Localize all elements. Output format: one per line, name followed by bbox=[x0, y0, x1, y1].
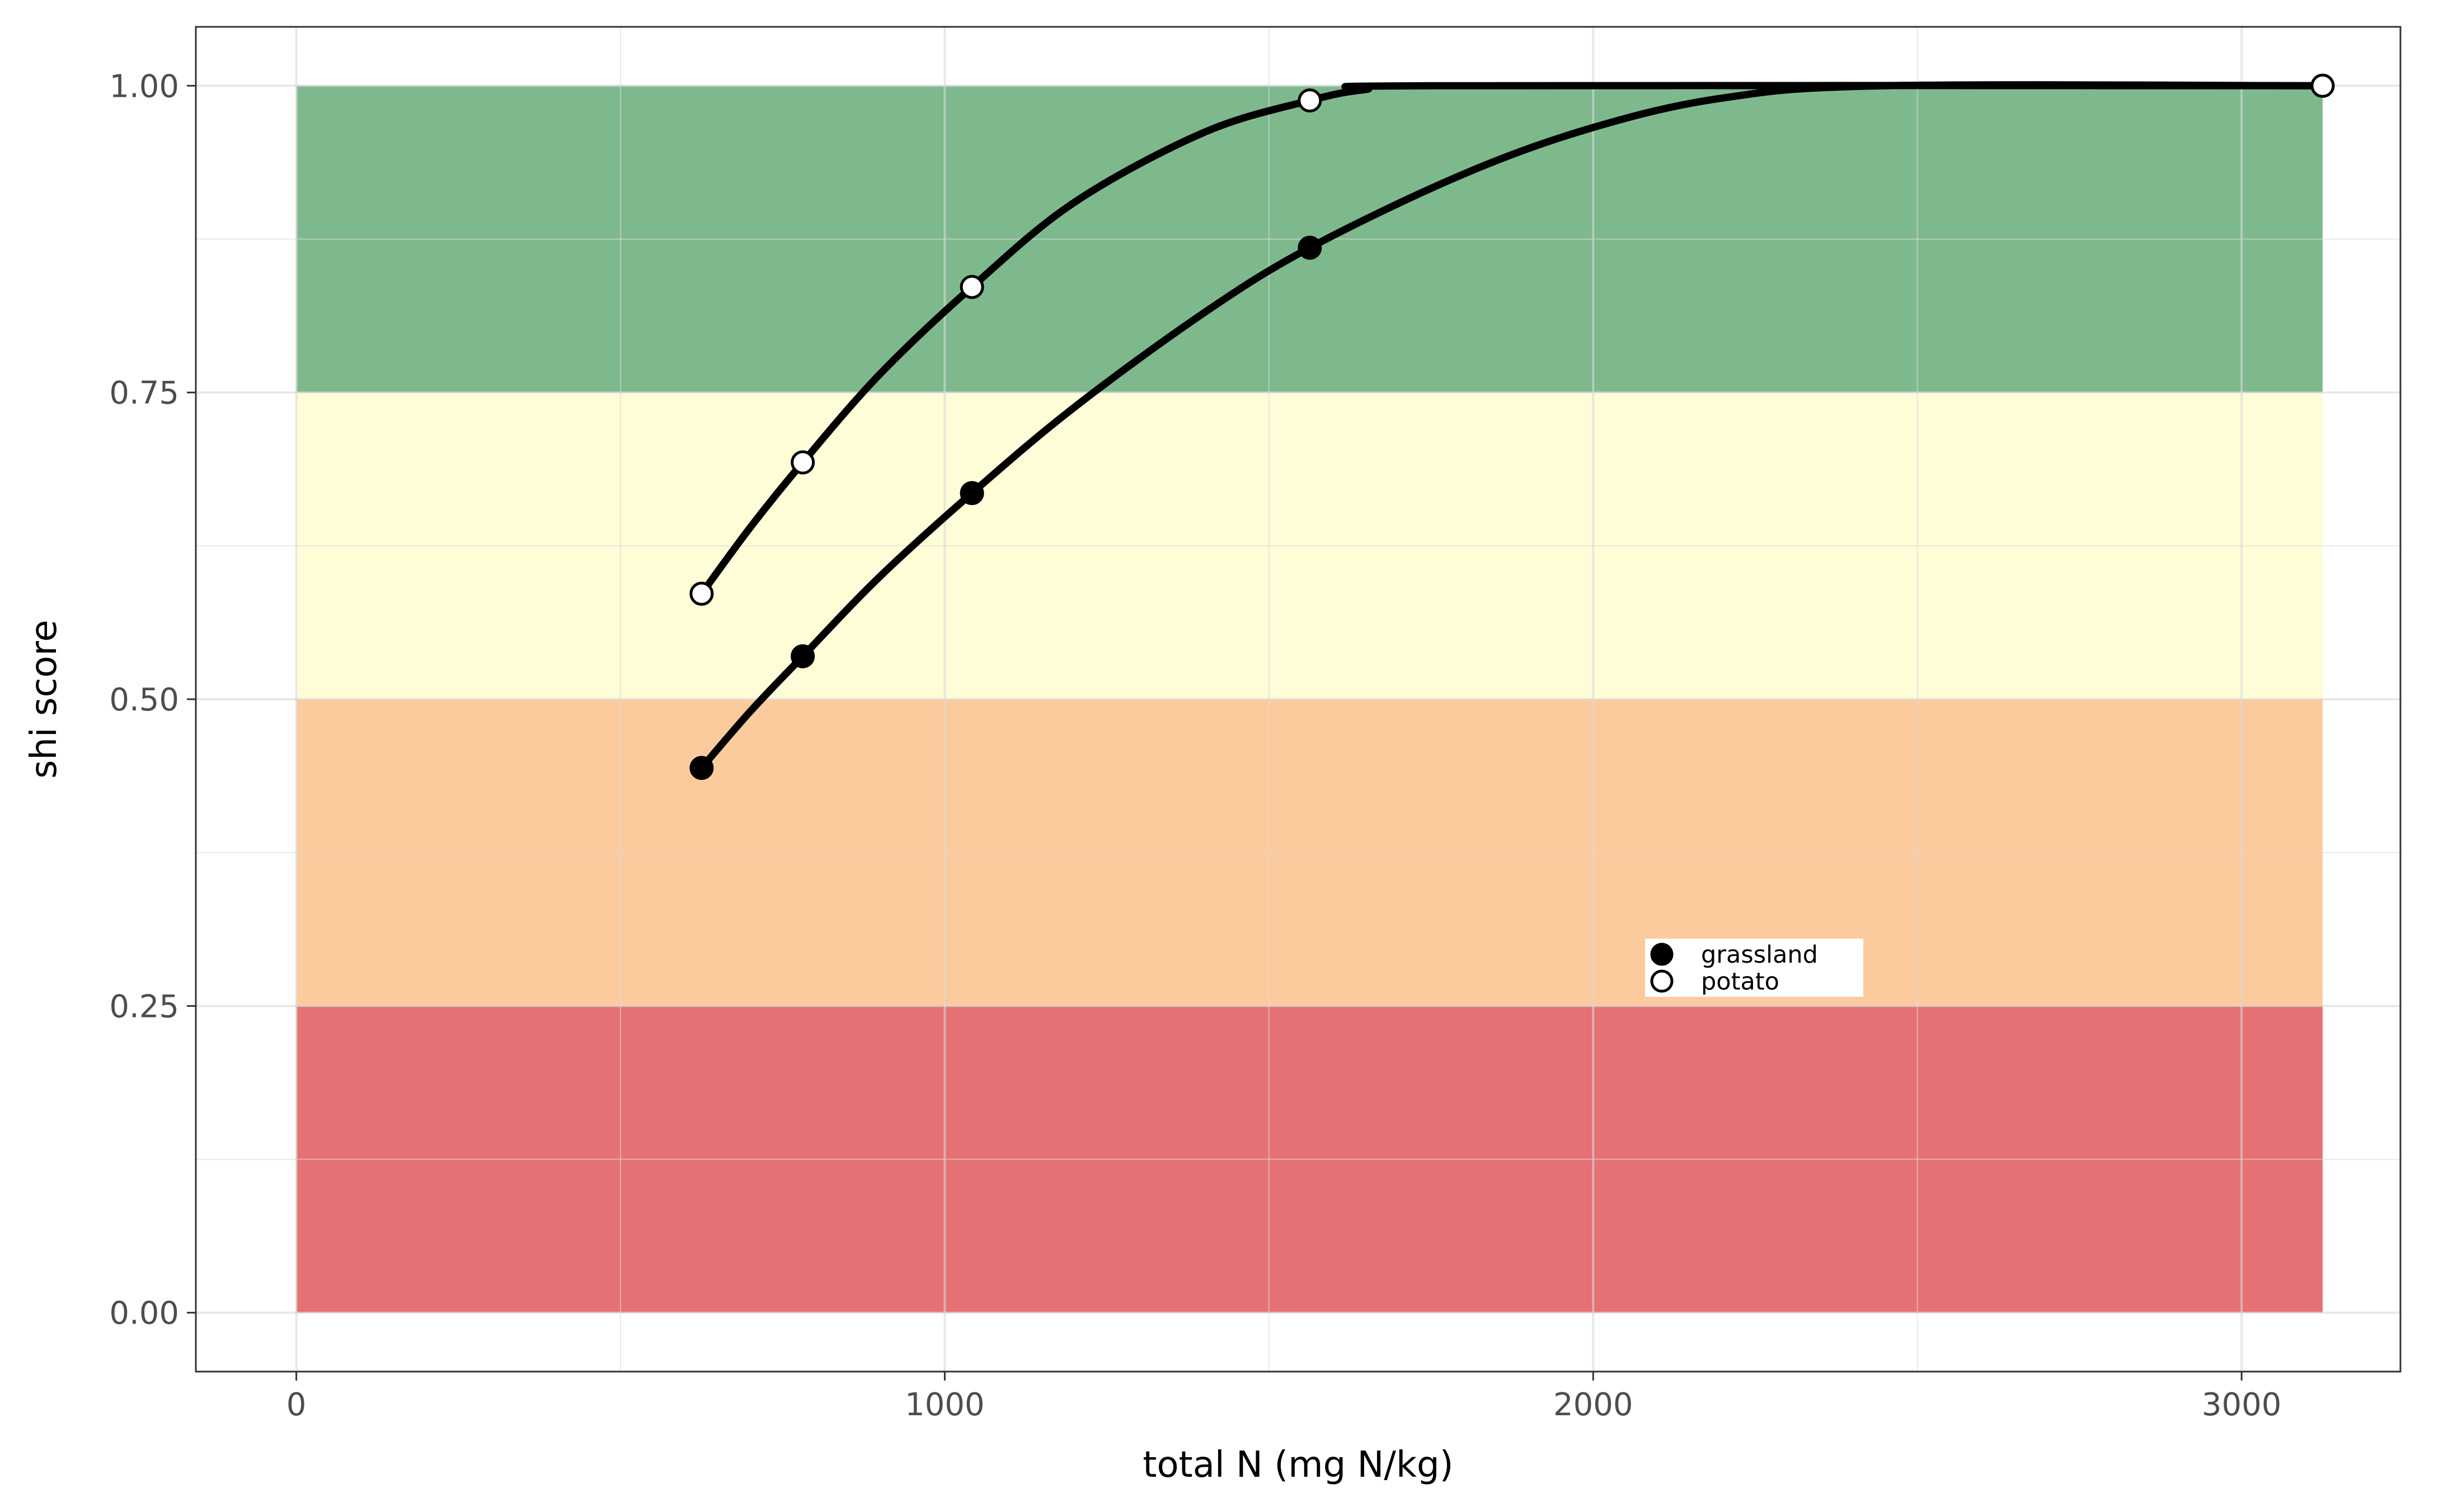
grassland-point-2 bbox=[960, 481, 984, 506]
legend-key-potato bbox=[1650, 969, 1674, 993]
y-tick-label-3: 0.75 bbox=[109, 375, 179, 412]
series-points bbox=[689, 73, 2335, 780]
x-tick-label-0: 0 bbox=[286, 1387, 307, 1423]
x-axis: 0 1000 2000 3000 bbox=[286, 1372, 2282, 1423]
y-tick-label-2: 0.50 bbox=[109, 682, 179, 718]
grassland-point-1 bbox=[791, 644, 815, 668]
y-tick-label-4: 1.00 bbox=[109, 68, 179, 105]
x-tick-label-3: 3000 bbox=[2202, 1387, 2282, 1423]
legend-background bbox=[1645, 939, 1863, 997]
legend-label-grassland: grassland bbox=[1701, 941, 1818, 969]
y-tick-label-1: 0.25 bbox=[109, 988, 179, 1025]
y-tick-label-0: 0.00 bbox=[109, 1296, 179, 1332]
legend: grassland potato bbox=[1645, 939, 1863, 997]
potato-point-3 bbox=[1298, 88, 1322, 113]
legend-label-potato: potato bbox=[1701, 968, 1779, 996]
potato-point-1 bbox=[791, 450, 815, 475]
grassland-point-0 bbox=[689, 756, 714, 780]
series-curves bbox=[698, 81, 2327, 772]
legend-key-grassland bbox=[1650, 943, 1674, 966]
potato-point-0 bbox=[689, 581, 714, 606]
grassland-point-3 bbox=[1298, 235, 1322, 260]
potato-point-2 bbox=[960, 275, 984, 299]
y-axis-title: shi score bbox=[24, 620, 65, 779]
potato-curve bbox=[698, 82, 2327, 597]
potato-point-4 bbox=[2310, 73, 2335, 98]
x-tick-label-2: 2000 bbox=[1553, 1387, 1633, 1423]
y-axis: 0.00 0.25 0.50 0.75 1.00 bbox=[109, 68, 196, 1332]
gridlines bbox=[196, 27, 2400, 1372]
x-tick-label-1: 1000 bbox=[905, 1387, 985, 1423]
x-axis-title: total N (mg N/kg) bbox=[1143, 1444, 1453, 1486]
